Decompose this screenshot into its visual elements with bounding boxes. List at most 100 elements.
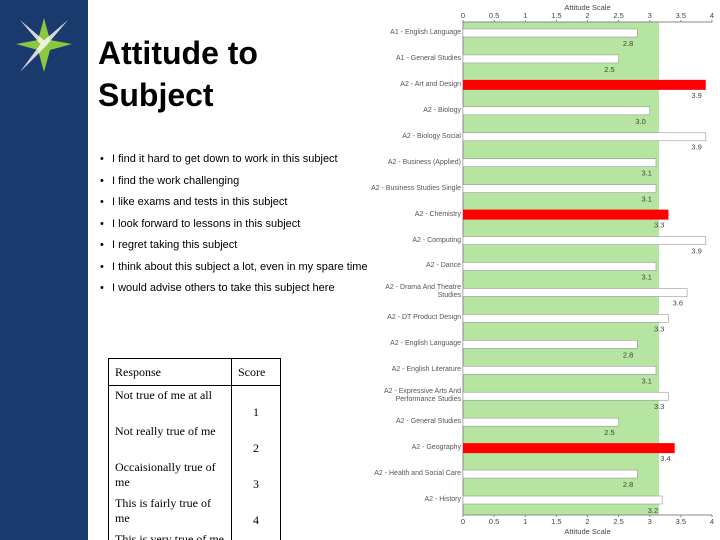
x-tick-label: 2.5 — [613, 11, 623, 20]
category-label: A2 - General Studies — [396, 418, 461, 426]
bar — [462, 158, 657, 168]
x-tick-label: 1 — [523, 11, 527, 20]
value-label: 3.9 — [691, 247, 701, 256]
x-axis-label: Attitude Scale — [564, 3, 610, 12]
value-label: 3.2 — [648, 506, 658, 515]
logo — [16, 18, 72, 72]
bar — [462, 417, 619, 427]
x-tick-label: 1.5 — [551, 517, 561, 526]
x-tick-label: 3.5 — [676, 517, 686, 526]
bar — [462, 184, 657, 193]
x-tick-label: 1 — [523, 517, 527, 526]
table-row: Not true of me at all 1 — [108, 385, 281, 422]
bar — [462, 469, 638, 479]
table-cell: 3 — [231, 458, 281, 494]
value-label: 3.9 — [691, 143, 701, 152]
category-label: A2 - Art and Design — [400, 80, 461, 88]
table-row: Occaisionally true of me 3 — [108, 458, 281, 494]
bar — [462, 236, 707, 245]
category-label: A2 - English Literature — [391, 366, 461, 374]
value-label: 2.8 — [623, 480, 633, 489]
bullet: I regret taking this subject — [98, 238, 368, 252]
category-label: A2 - Computing — [412, 236, 461, 244]
x-tick-label: 2.5 — [613, 517, 623, 526]
bar — [462, 262, 657, 271]
category-label: A2 - History — [424, 496, 461, 504]
table-cell: 4 — [231, 494, 281, 530]
table-row: Not really true of me 2 — [108, 422, 281, 458]
value-label: 3.1 — [642, 272, 652, 281]
category-label: A2 - Health and Social Care — [374, 470, 461, 478]
bar — [462, 106, 651, 116]
value-label: 3.1 — [642, 169, 652, 178]
table-cell: Occaisionally true of me — [108, 458, 232, 494]
value-label: 3.1 — [642, 195, 652, 204]
bar — [462, 132, 707, 142]
table-cell: Not really true of me — [108, 422, 232, 458]
value-label: 3.9 — [691, 91, 701, 100]
category-label: A2 - Expressive Arts And Performance Stu… — [383, 388, 461, 404]
bar — [462, 28, 638, 38]
value-label: 3.4 — [660, 454, 670, 463]
table-row: This is fairly true of me 4 — [108, 494, 281, 530]
category-label: A2 - DT Product Design — [387, 314, 461, 322]
x-tick-label: 2 — [585, 11, 589, 20]
category-label: A2 - Dance — [425, 262, 461, 270]
x-tick-label: 0 — [461, 517, 465, 526]
bar — [462, 365, 657, 375]
category-label: A2 - Chemistry — [414, 210, 461, 218]
slide-title: Attitude to Subject — [98, 35, 258, 113]
value-label: 2.8 — [623, 39, 633, 48]
table-cell: Not true of me at all — [108, 385, 232, 422]
x-tick-label: 0.5 — [489, 517, 499, 526]
table-row: This is very true of me5 — [108, 530, 281, 540]
bullet-list: I find it hard to get down to work in th… — [98, 152, 368, 303]
table-cell: This is fairly true of me — [108, 494, 232, 530]
category-label: A1 - English Language — [390, 28, 461, 36]
x-tick-label: 0 — [461, 11, 465, 20]
bullet: I like exams and tests in this subject — [98, 195, 368, 209]
value-label: 3.1 — [642, 376, 652, 385]
value-label: 3.3 — [654, 221, 664, 230]
x-tick-label: 3 — [648, 517, 652, 526]
category-label: A2 - Business Studies Single — [371, 184, 461, 192]
x-tick-label: 4 — [710, 11, 714, 20]
bar — [462, 391, 669, 401]
bullet: I find it hard to get down to work in th… — [98, 152, 368, 166]
bullet: I would advise others to take this subje… — [98, 281, 368, 295]
category-label: A2 - Biology — [423, 106, 461, 114]
value-label: 2.5 — [604, 65, 614, 74]
bar — [462, 340, 638, 349]
bullet: I find the work challenging — [98, 174, 368, 188]
bullet: I look forward to lessons in this subjec… — [98, 217, 368, 231]
table-cell: 1 — [231, 385, 281, 422]
bar — [462, 495, 663, 505]
x-tick-label: 2 — [585, 517, 589, 526]
table-cell: 2 — [231, 422, 281, 458]
x-tick-label: 4 — [710, 517, 714, 526]
value-label: 3.0 — [635, 117, 645, 126]
header-cell: Score — [231, 358, 281, 386]
category-label: A2 - Biology Social — [402, 132, 461, 140]
value-label: 3.3 — [654, 402, 664, 411]
bullet: I think about this subject a lot, even i… — [98, 260, 368, 274]
bar — [463, 209, 669, 220]
bar — [462, 54, 619, 64]
x-tick-label: 0.5 — [489, 11, 499, 20]
value-label: 2.8 — [623, 350, 633, 359]
x-tick-label: 3 — [648, 11, 652, 20]
bar — [463, 79, 706, 90]
bar — [463, 443, 675, 454]
bar — [462, 288, 688, 297]
table-cell: 5 — [231, 530, 281, 540]
brand-strip — [0, 0, 88, 540]
category-label: A2 - Drama And Theatre Studies — [385, 284, 461, 300]
bar — [462, 314, 669, 323]
value-label: 3.6 — [673, 298, 683, 307]
table-header: Response Score — [108, 358, 281, 386]
x-tick-label: 1.5 — [551, 11, 561, 20]
category-label: A2 - Business (Applied) — [387, 158, 461, 166]
x-axis-label: Attitude Scale — [564, 527, 610, 536]
